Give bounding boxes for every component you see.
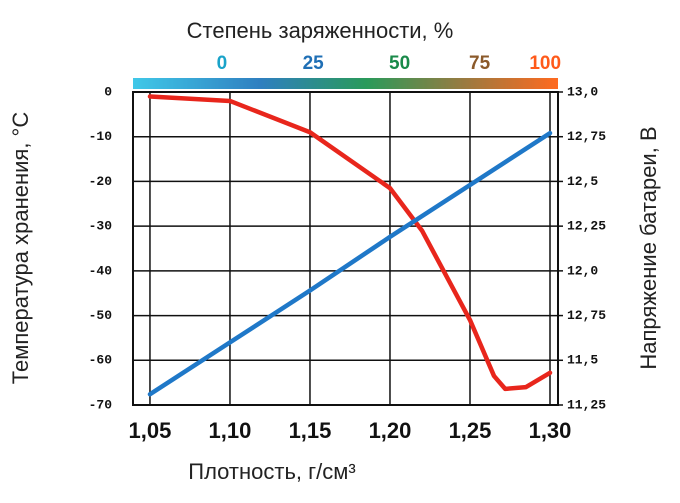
y-label: Температура хранения, °C [8, 112, 33, 385]
top-title: Степень заряженности, % [187, 18, 454, 43]
charge-tick-label: 100 [529, 53, 561, 74]
charge-tick-label: 75 [469, 53, 491, 74]
y-tick-label: -60 [89, 353, 113, 368]
plot-area [132, 91, 559, 406]
y2-tick-label: 12,5 [567, 174, 598, 189]
x-tick-label: 1,30 [529, 418, 572, 443]
y2-label: Напряжение батареи, В [636, 126, 661, 369]
y2-tick-label: 12,75 [567, 129, 606, 144]
y-tick-label: 0 [104, 84, 112, 99]
x-tick-label: 1,10 [209, 418, 252, 443]
y-tick-label: -40 [89, 263, 113, 278]
y2-tick-label: 12,25 [567, 219, 606, 234]
y2-tick-label: 12,75 [567, 308, 606, 323]
y2-tick-label: 11,5 [567, 353, 598, 368]
y-tick-label: -20 [89, 174, 113, 189]
charge-tick-label: 50 [389, 53, 410, 74]
line [147, 130, 553, 397]
charge-bar [133, 78, 558, 89]
x-tick-label: 1,15 [289, 418, 332, 443]
line [147, 94, 553, 392]
y2-tick-label: 11,25 [567, 397, 606, 412]
x-label: Плотность, г/см³ [188, 459, 355, 484]
charge-tick-label: 25 [303, 53, 325, 74]
x-tick-label: 1,05 [129, 418, 172, 443]
y-tick-label: -50 [89, 308, 113, 323]
y2-tick-label: 13,0 [567, 84, 598, 99]
y2-tick-label: 12,0 [567, 263, 598, 278]
y-tick-label: -10 [89, 129, 113, 144]
y-tick-label: -70 [89, 397, 113, 412]
x-tick-label: 1,25 [449, 418, 492, 443]
x-tick-label: 1,20 [369, 418, 412, 443]
charge-tick-label: 0 [217, 53, 228, 74]
y-tick-label: -30 [89, 219, 113, 234]
